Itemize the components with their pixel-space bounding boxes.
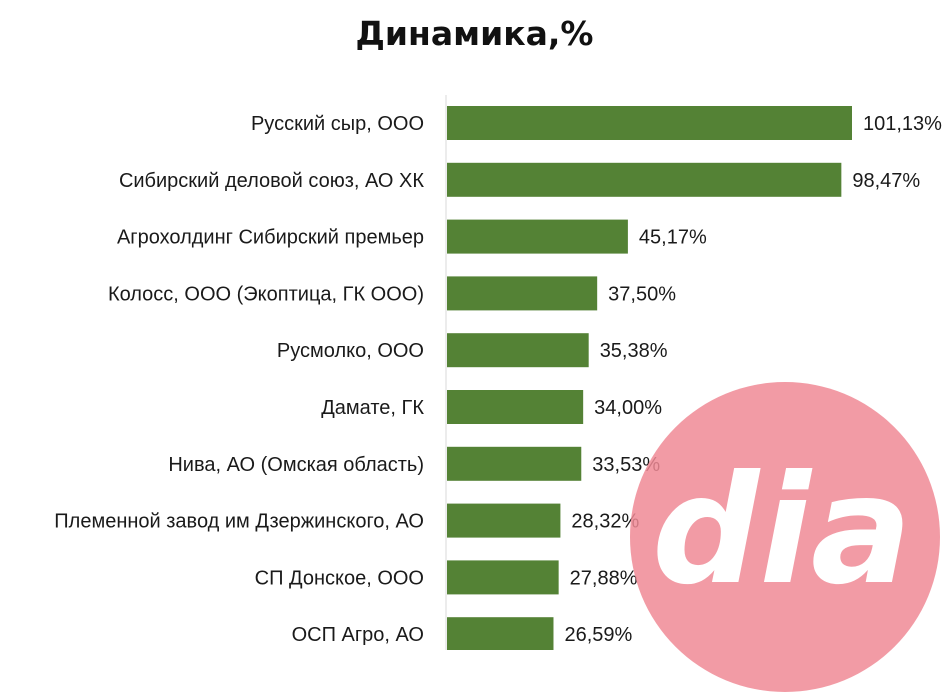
dia-logo-watermark: dia (630, 382, 940, 692)
bar (447, 219, 628, 254)
category-label: Русмолко, ООО (277, 340, 424, 362)
bar-chart: Русский сыр, ООО 101,13% Сибирский деловой… (54, 95, 942, 650)
data-label: 98,47% (852, 170, 920, 192)
category-label: Колосс, ООО (Экоптица, ГК ООО) (108, 283, 424, 305)
category-label: Агрохолдинг Сибирский премьер (117, 227, 424, 249)
category-label: СП Донское, ООО (255, 567, 424, 589)
category-label: ОСП Агро, АО (292, 624, 424, 646)
bar (447, 560, 559, 595)
category-label: Нива, АО (Омская область) (168, 454, 424, 476)
data-label: 35,38% (600, 340, 668, 362)
bar (447, 106, 852, 140)
bar (447, 617, 554, 650)
bars-layer (447, 106, 852, 650)
data-label: 27,88% (570, 567, 638, 589)
category-label: Русский сыр, ООО (251, 113, 424, 135)
bar (447, 276, 598, 311)
bar (447, 446, 582, 481)
bar (447, 503, 561, 538)
data-label: 37,50% (608, 283, 676, 305)
data-label: 26,59% (564, 624, 632, 646)
data-label: 28,32% (571, 511, 639, 533)
chart-title: Динамика,% (355, 14, 594, 53)
data-label: 45,17% (639, 227, 707, 249)
category-label: Сибирский деловой союз, АО ХК (119, 170, 424, 192)
category-label: Племенной завод им Дзержинского, АО (54, 511, 424, 533)
svg-text:dia: dia (652, 444, 912, 618)
bar (447, 390, 584, 424)
data-label: 101,13% (863, 113, 942, 135)
labels-layer: Русский сыр, ООО 101,13% Сибирский деловой… (54, 113, 942, 646)
data-label: 34,00% (594, 397, 662, 419)
category-label: Дамате, ГК (321, 397, 424, 419)
data-label: 33,53% (592, 454, 660, 476)
bar (447, 333, 589, 368)
bar (447, 162, 842, 197)
